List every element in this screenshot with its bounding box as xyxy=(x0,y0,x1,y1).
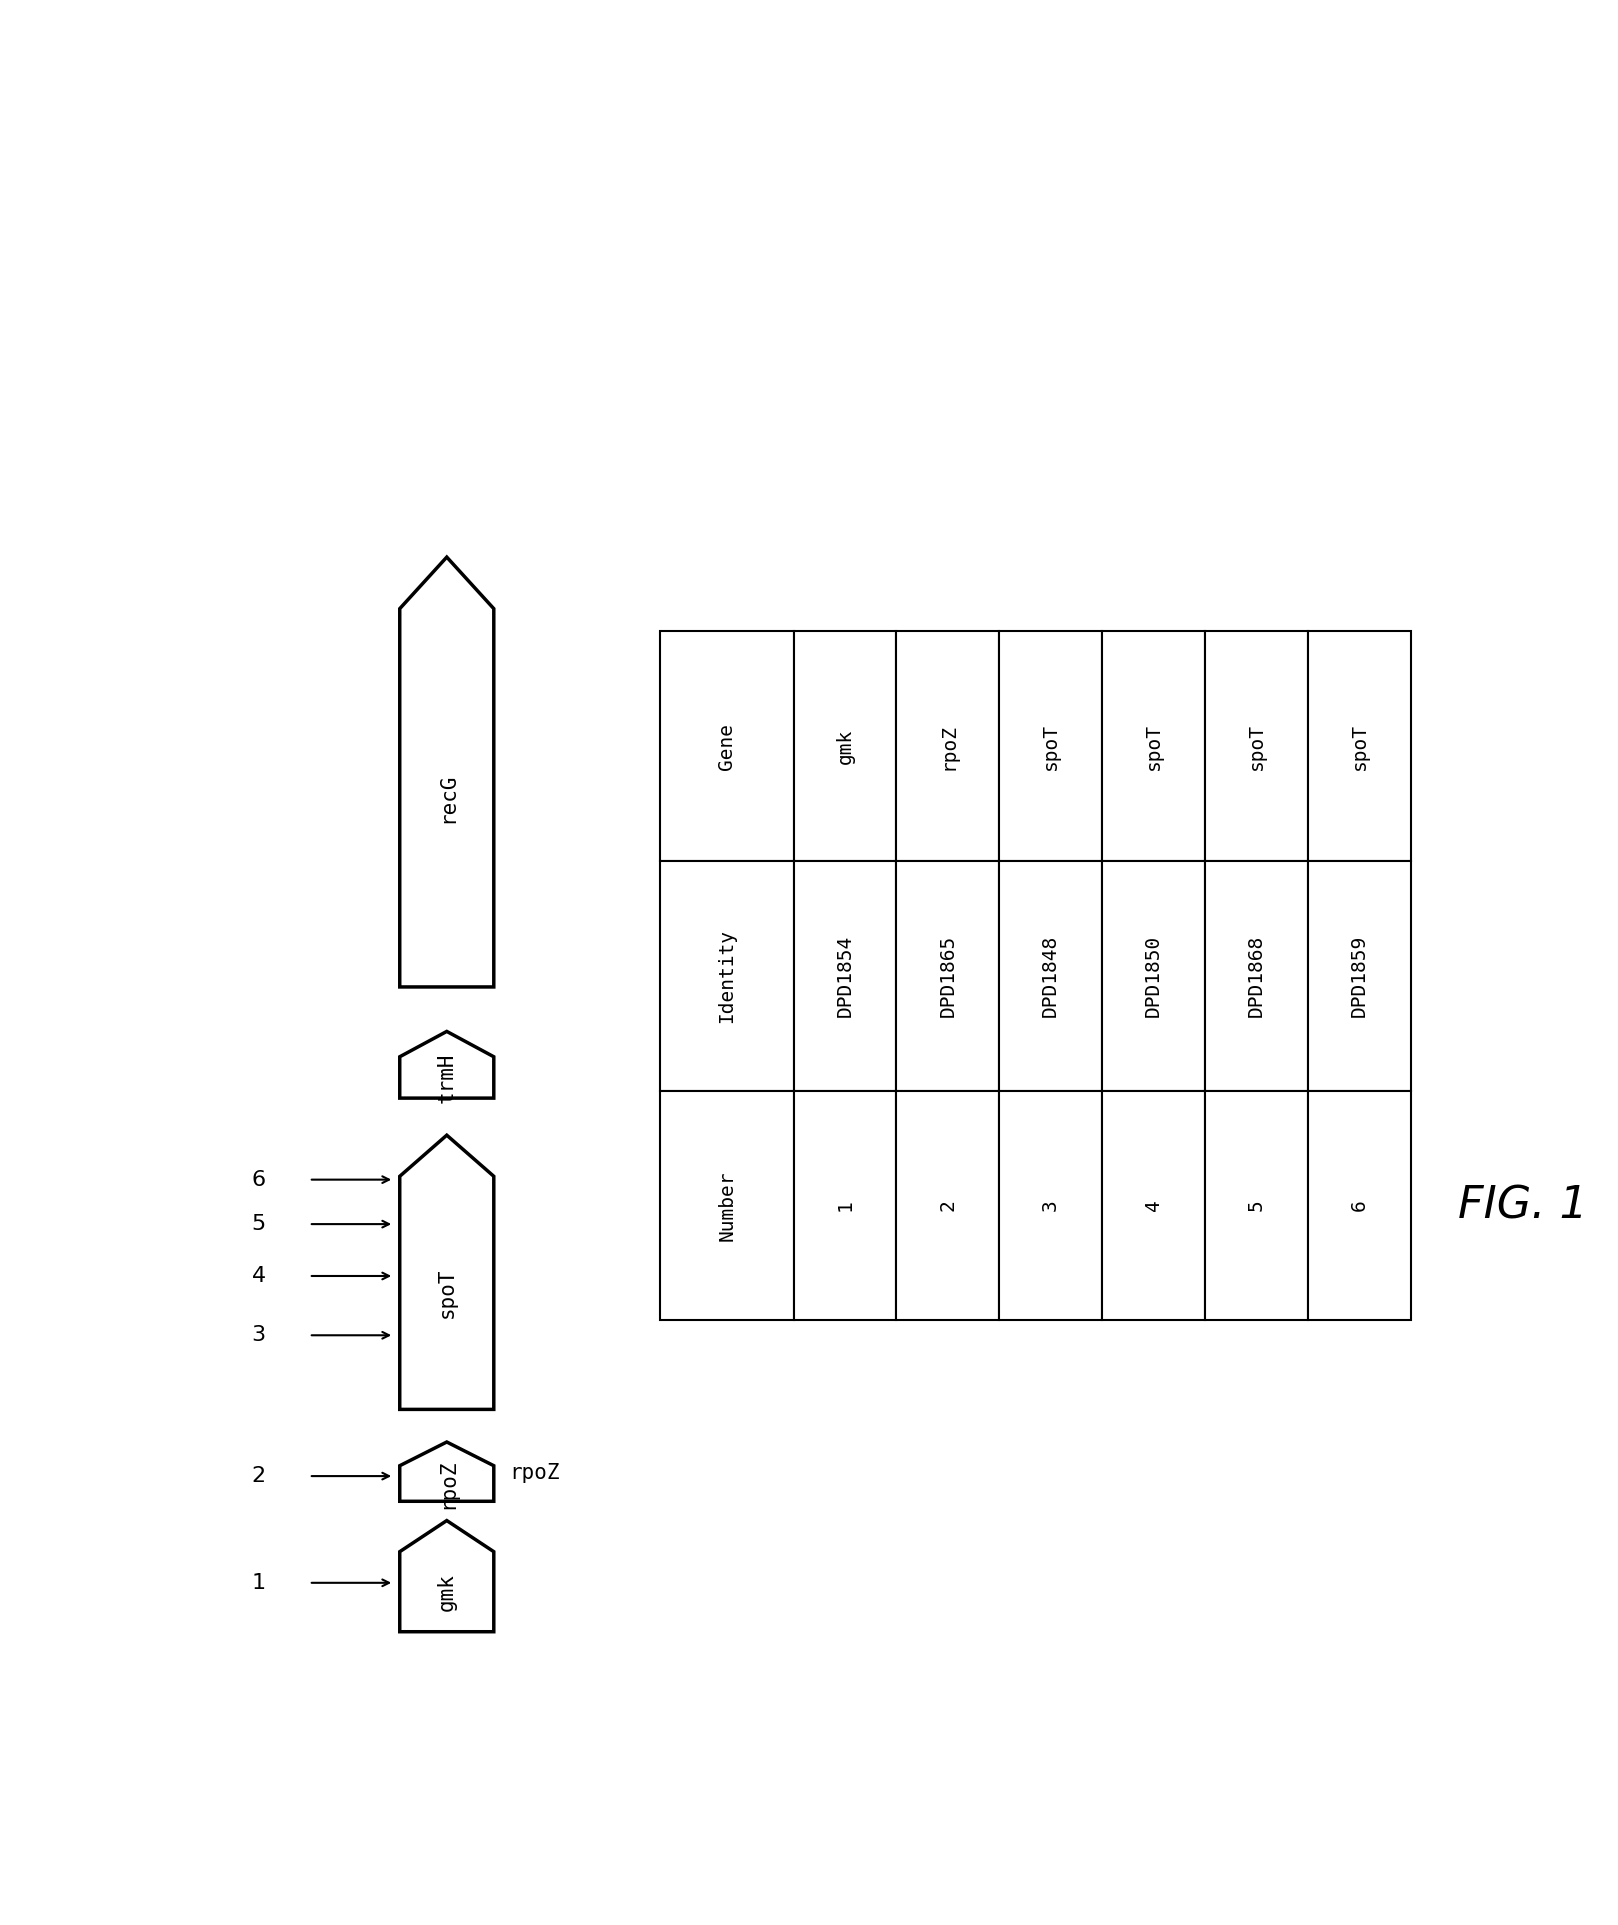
Text: 6: 6 xyxy=(1349,1199,1369,1211)
Text: DPD1850: DPD1850 xyxy=(1144,936,1163,1016)
Bar xyxy=(1102,1091,1205,1321)
Bar xyxy=(1205,631,1307,860)
Text: 3: 3 xyxy=(1040,1199,1060,1211)
Text: 2: 2 xyxy=(252,1467,265,1486)
Bar xyxy=(1205,860,1307,1091)
Polygon shape xyxy=(400,1442,493,1502)
Polygon shape xyxy=(400,1136,493,1409)
Polygon shape xyxy=(400,556,493,988)
Text: FIG. 1: FIG. 1 xyxy=(1458,1184,1589,1226)
Text: 5: 5 xyxy=(1247,1199,1265,1211)
Text: gmk: gmk xyxy=(437,1573,456,1611)
Text: recG: recG xyxy=(437,772,456,824)
Text: 1: 1 xyxy=(835,1199,854,1211)
Bar xyxy=(896,631,1000,860)
Bar xyxy=(793,1091,896,1321)
Text: trmH: trmH xyxy=(437,1053,456,1103)
Text: DPD1865: DPD1865 xyxy=(938,936,958,1016)
Text: DPD1859: DPD1859 xyxy=(1349,936,1369,1016)
Text: spoT: spoT xyxy=(1144,722,1163,770)
Text: 4: 4 xyxy=(252,1267,265,1286)
Text: rpoZ: rpoZ xyxy=(437,1459,456,1509)
Bar xyxy=(660,631,793,860)
Bar xyxy=(660,860,793,1091)
Text: rpoZ: rpoZ xyxy=(938,722,958,770)
Bar xyxy=(660,1091,793,1321)
Text: DPD1868: DPD1868 xyxy=(1247,936,1265,1016)
Bar xyxy=(1000,631,1102,860)
Text: gmk: gmk xyxy=(835,728,854,764)
Bar xyxy=(1102,631,1205,860)
Bar xyxy=(1102,860,1205,1091)
Bar xyxy=(793,860,896,1091)
Text: 4: 4 xyxy=(1144,1199,1163,1211)
Text: spoT: spoT xyxy=(1040,722,1060,770)
Text: spoT: spoT xyxy=(1349,722,1369,770)
Text: Gene: Gene xyxy=(717,722,736,770)
Text: spoT: spoT xyxy=(437,1267,456,1319)
Bar xyxy=(1307,860,1411,1091)
Bar xyxy=(896,1091,1000,1321)
Bar xyxy=(1000,1091,1102,1321)
Text: 5: 5 xyxy=(251,1215,265,1234)
Bar xyxy=(1307,1091,1411,1321)
Text: 2: 2 xyxy=(938,1199,958,1211)
Text: 1: 1 xyxy=(252,1573,265,1592)
Text: Identity: Identity xyxy=(717,930,736,1022)
Bar xyxy=(1000,860,1102,1091)
Text: spoT: spoT xyxy=(1247,722,1265,770)
Polygon shape xyxy=(400,1521,493,1632)
Bar xyxy=(1205,1091,1307,1321)
Text: rpoZ: rpoZ xyxy=(510,1463,560,1482)
Polygon shape xyxy=(400,1032,493,1097)
Text: DPD1854: DPD1854 xyxy=(835,936,854,1016)
Bar xyxy=(1307,631,1411,860)
Text: 3: 3 xyxy=(252,1324,265,1346)
Bar xyxy=(896,860,1000,1091)
Text: 6: 6 xyxy=(252,1170,265,1190)
Bar xyxy=(793,631,896,860)
Text: Number: Number xyxy=(717,1170,736,1242)
Text: DPD1848: DPD1848 xyxy=(1040,936,1060,1016)
